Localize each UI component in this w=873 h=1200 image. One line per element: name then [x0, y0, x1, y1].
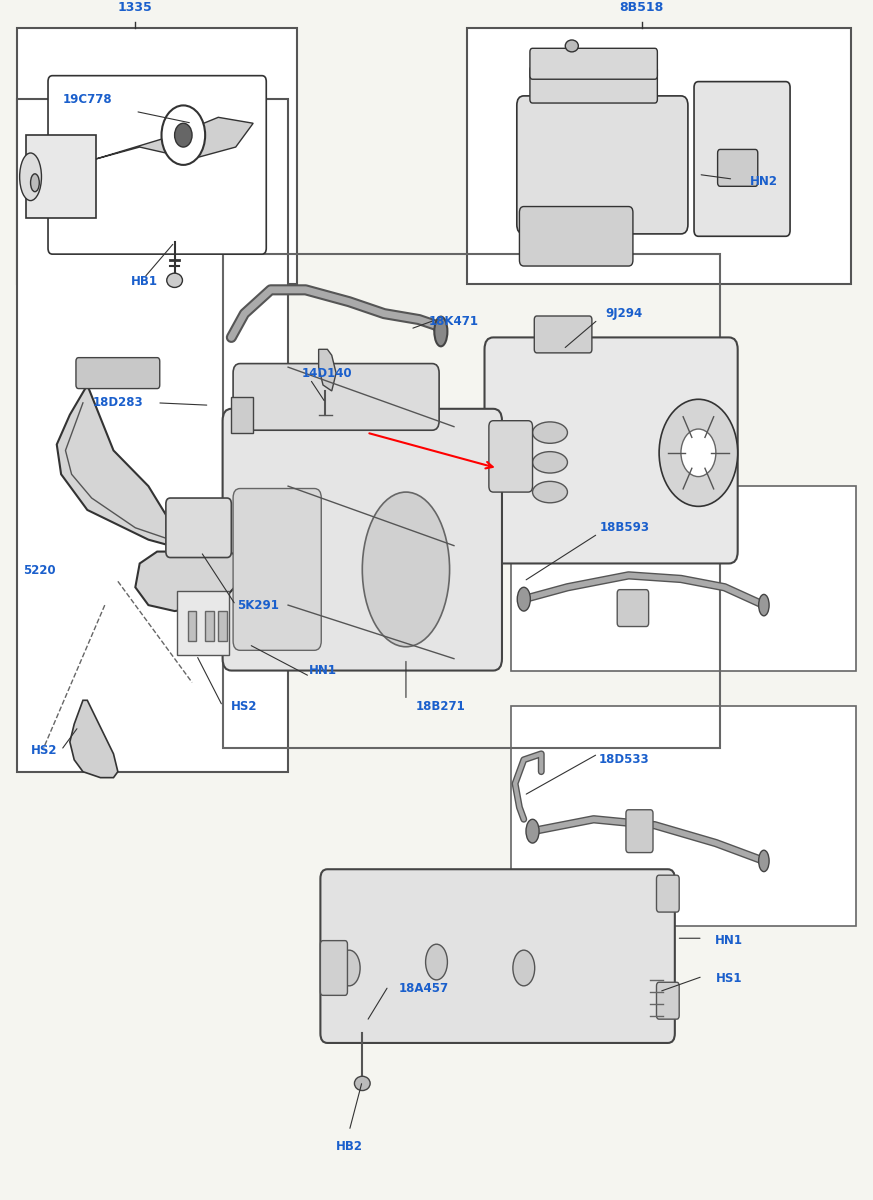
Circle shape: [162, 106, 205, 164]
Circle shape: [659, 400, 738, 506]
Circle shape: [681, 430, 716, 476]
Text: HS1: HS1: [716, 972, 742, 985]
Polygon shape: [96, 118, 253, 158]
Text: 1335: 1335: [118, 1, 153, 13]
FancyBboxPatch shape: [718, 150, 758, 186]
FancyBboxPatch shape: [489, 421, 533, 492]
FancyBboxPatch shape: [177, 590, 229, 655]
Polygon shape: [57, 385, 244, 611]
Bar: [26, 136, 96, 218]
Ellipse shape: [354, 1076, 370, 1091]
Text: 18B271: 18B271: [416, 700, 465, 713]
Text: HN2: HN2: [750, 175, 778, 188]
FancyBboxPatch shape: [233, 488, 321, 650]
Text: scuderia: scuderia: [196, 414, 677, 511]
FancyBboxPatch shape: [166, 498, 231, 558]
FancyBboxPatch shape: [467, 28, 851, 284]
Text: 14D140: 14D140: [302, 367, 353, 379]
FancyBboxPatch shape: [626, 810, 653, 852]
Bar: [231, 397, 253, 432]
FancyBboxPatch shape: [233, 364, 439, 431]
Ellipse shape: [19, 154, 42, 200]
Text: 19C778: 19C778: [63, 92, 112, 106]
Text: 5K291: 5K291: [237, 599, 278, 612]
Ellipse shape: [167, 274, 182, 288]
Ellipse shape: [759, 851, 769, 871]
FancyBboxPatch shape: [617, 589, 649, 626]
Polygon shape: [319, 349, 336, 391]
FancyBboxPatch shape: [517, 96, 688, 234]
Text: HB1: HB1: [131, 275, 157, 288]
FancyBboxPatch shape: [76, 358, 160, 389]
Ellipse shape: [362, 492, 450, 647]
Text: 8B518: 8B518: [620, 1, 663, 13]
Ellipse shape: [425, 944, 447, 980]
FancyBboxPatch shape: [530, 48, 657, 79]
Text: HS2: HS2: [31, 744, 57, 757]
Text: HS2: HS2: [231, 700, 258, 713]
Ellipse shape: [517, 587, 531, 611]
Text: 18D283: 18D283: [93, 396, 143, 409]
Text: 18D533: 18D533: [599, 754, 650, 767]
FancyBboxPatch shape: [530, 66, 657, 103]
FancyBboxPatch shape: [320, 869, 675, 1043]
Ellipse shape: [526, 820, 540, 844]
Text: HN1: HN1: [715, 934, 743, 947]
FancyBboxPatch shape: [694, 82, 790, 236]
FancyBboxPatch shape: [519, 206, 633, 266]
Text: HN1: HN1: [309, 664, 337, 677]
Bar: [205, 611, 214, 641]
Circle shape: [175, 124, 192, 148]
FancyBboxPatch shape: [534, 316, 592, 353]
Ellipse shape: [533, 422, 567, 443]
Ellipse shape: [533, 451, 567, 473]
FancyBboxPatch shape: [511, 486, 856, 671]
FancyBboxPatch shape: [17, 28, 297, 284]
Ellipse shape: [31, 174, 39, 192]
Text: 5220: 5220: [23, 564, 56, 577]
FancyBboxPatch shape: [320, 941, 347, 995]
FancyBboxPatch shape: [17, 100, 288, 772]
Text: 18K471: 18K471: [429, 316, 479, 329]
Ellipse shape: [533, 481, 567, 503]
FancyBboxPatch shape: [656, 983, 679, 1019]
FancyBboxPatch shape: [511, 707, 856, 926]
Text: HB2: HB2: [336, 1140, 362, 1153]
Ellipse shape: [512, 950, 535, 986]
Bar: [218, 611, 227, 641]
Text: 18B593: 18B593: [599, 521, 650, 534]
Polygon shape: [70, 701, 118, 778]
Text: 9J294: 9J294: [606, 307, 643, 320]
Ellipse shape: [566, 40, 578, 52]
FancyBboxPatch shape: [656, 875, 679, 912]
FancyBboxPatch shape: [48, 76, 266, 254]
Ellipse shape: [434, 317, 447, 347]
FancyBboxPatch shape: [485, 337, 738, 564]
Ellipse shape: [338, 950, 361, 986]
Ellipse shape: [759, 594, 769, 616]
Text: 18A457: 18A457: [398, 982, 449, 995]
Bar: [188, 611, 196, 641]
FancyBboxPatch shape: [223, 409, 502, 671]
